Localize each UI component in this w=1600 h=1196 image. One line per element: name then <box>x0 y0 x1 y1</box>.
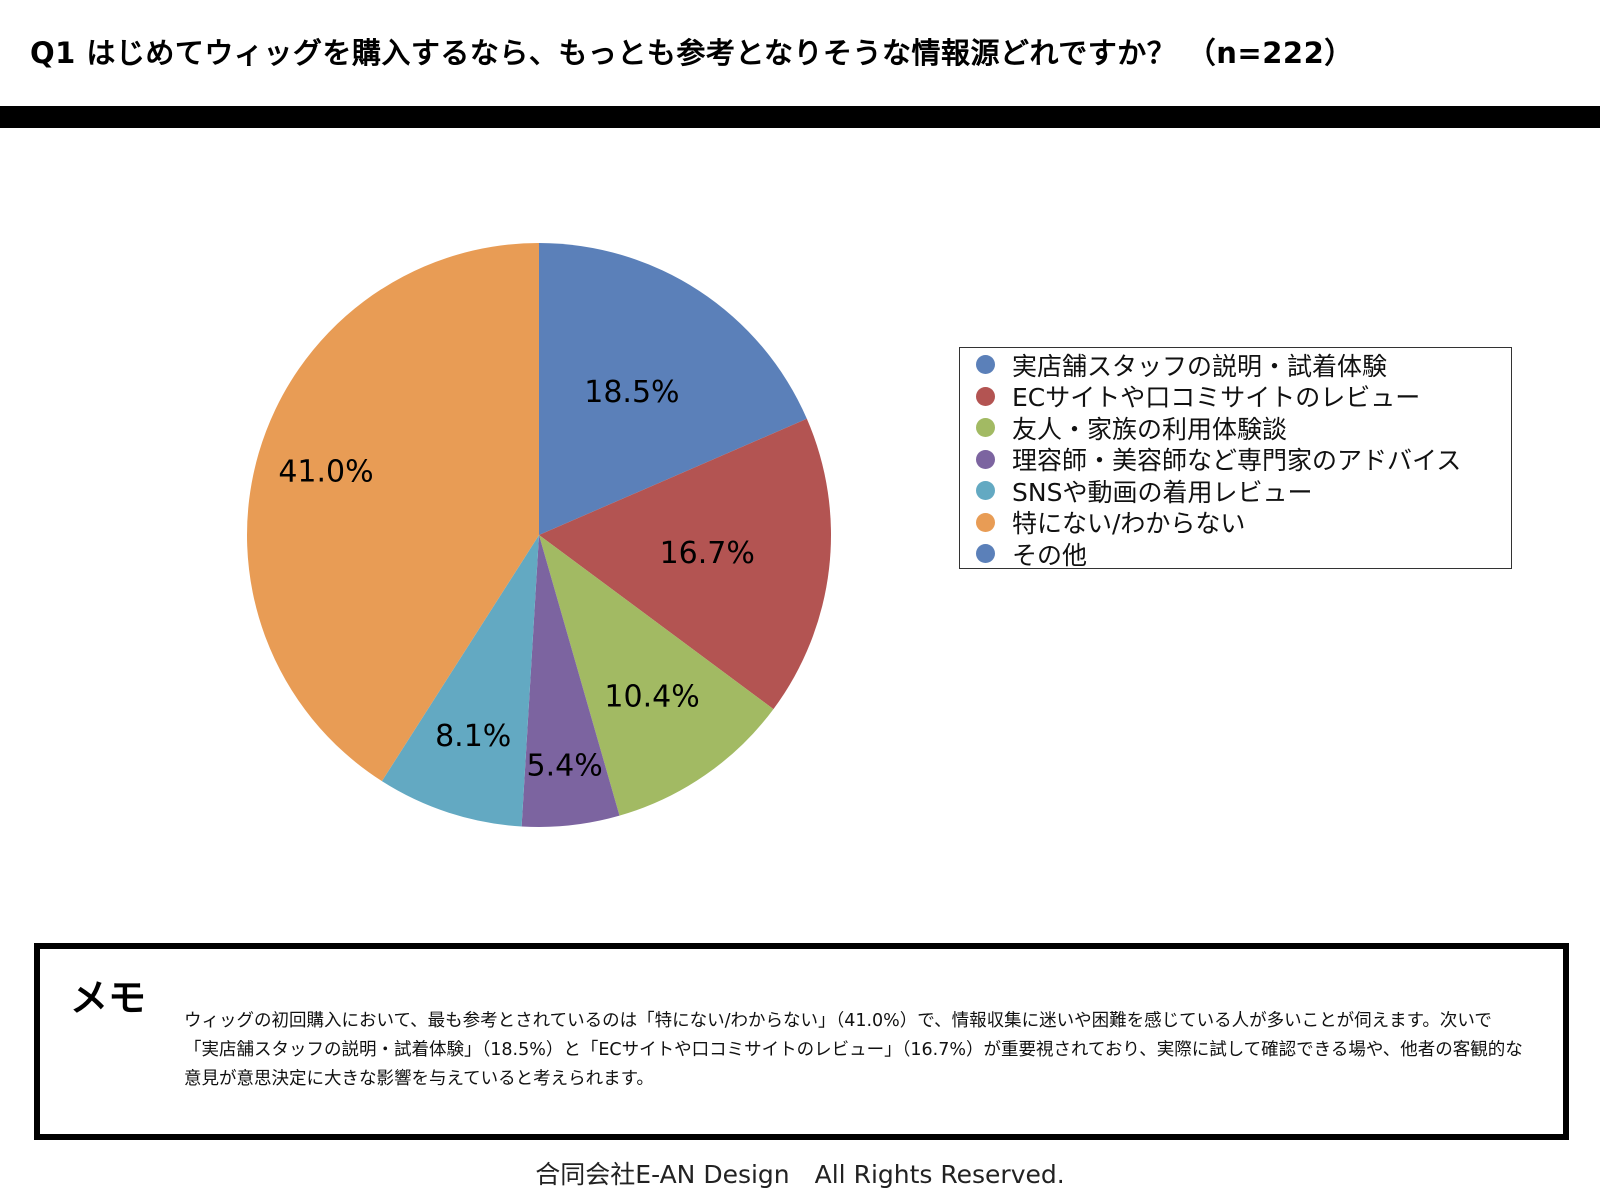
legend-item-6: 特にない/わからない <box>976 507 1511 539</box>
pie-value-label-3: 10.4% <box>604 680 699 715</box>
pie-slice-3 <box>539 535 774 816</box>
pie-slice-5 <box>381 535 539 827</box>
pie-value-label-4: 5.4% <box>526 749 602 784</box>
pie-slice-2 <box>539 418 831 710</box>
legend-label-1: 実店舗スタッフの説明・試着体験 <box>1012 351 1388 381</box>
legend-marker-7 <box>976 544 995 564</box>
legend-label-7: その他 <box>1012 540 1088 570</box>
memo-text: ウィッグの初回購入において、最も参考とされているのは「特にない/わからない」（4… <box>184 1011 1523 1089</box>
legend-item-7: その他 <box>976 538 1511 570</box>
pie-slice-4 <box>521 535 620 827</box>
legend-item-5: SNSや動画の着用レビュー <box>976 475 1511 507</box>
pie-chart: 18.5% 16.7% 10.4%5.4% 8.1% 41.0% <box>247 243 831 827</box>
memo-heading: メモ <box>70 976 147 1020</box>
memo-box: メモ ウィッグの初回購入において、最も参考とされているのは「特にない/わからない… <box>34 943 1569 1140</box>
legend-marker-6 <box>976 512 995 532</box>
copyright-footer: 合同会社E-AN Design All Rights Reserved. <box>535 1160 1065 1189</box>
pie-slice-1 <box>539 243 807 535</box>
pie-value-label-5: 8.1% <box>435 719 511 754</box>
legend-marker-3 <box>976 418 995 438</box>
legend-label-4: 理容師・美容師など専門家のアドバイス <box>1012 446 1462 476</box>
legend-item-3: 友人・家族の利用体験談 <box>976 412 1511 444</box>
legend-label-2: ECサイトや口コミサイトのレビュー <box>1012 383 1421 413</box>
pie-value-label-1: 18.5% <box>584 375 679 410</box>
legend-label-6: 特にない/わからない <box>1012 509 1246 539</box>
legend-marker-1 <box>976 355 995 375</box>
legend-item-4: 理容師・美容師など専門家のアドバイス <box>976 444 1511 476</box>
chart-title: Q1 はじめてウィッグを購入するなら、もっとも参考となりそうな情報源どれですか？… <box>30 36 1354 70</box>
legend-marker-2 <box>976 386 995 406</box>
legend-marker-4 <box>976 449 995 469</box>
legend-item-1: 実店舗スタッフの説明・試着体験 <box>976 349 1511 381</box>
pie-slices <box>247 243 831 827</box>
pie-slice-6 <box>247 243 539 782</box>
chart-legend: 実店舗スタッフの説明・試着体験 ECサイトや口コミサイトのレビュー 友人・家族の利用… <box>959 347 1512 570</box>
legend-label-5: SNSや動画の着用レビュー <box>1012 477 1313 507</box>
legend-item-2: ECサイトや口コミサイトのレビュー <box>976 381 1511 413</box>
pie-value-label-6: 41.0% <box>278 454 373 489</box>
title-divider <box>0 106 1600 128</box>
pie-value-label-2: 16.7% <box>660 536 755 571</box>
legend-label-3: 友人・家族の利用体験談 <box>1012 414 1288 444</box>
legend-marker-5 <box>976 481 995 501</box>
pie-value-labels: 18.5% 16.7% 10.4%5.4% 8.1% 41.0% <box>278 375 755 784</box>
